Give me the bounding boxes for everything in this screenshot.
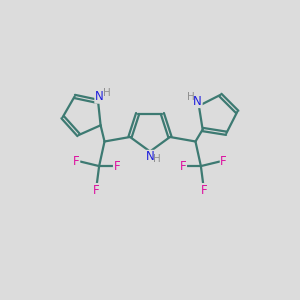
Text: N: N [193, 94, 202, 107]
Text: H: H [153, 154, 160, 164]
Text: F: F [180, 160, 187, 172]
Text: F: F [113, 160, 120, 172]
Text: N: N [146, 150, 154, 164]
Text: N: N [95, 90, 104, 103]
Text: F: F [73, 155, 80, 168]
Text: H: H [103, 88, 110, 98]
Text: F: F [93, 184, 99, 196]
Text: F: F [201, 184, 207, 196]
Text: H: H [187, 92, 194, 102]
Text: F: F [220, 155, 227, 168]
